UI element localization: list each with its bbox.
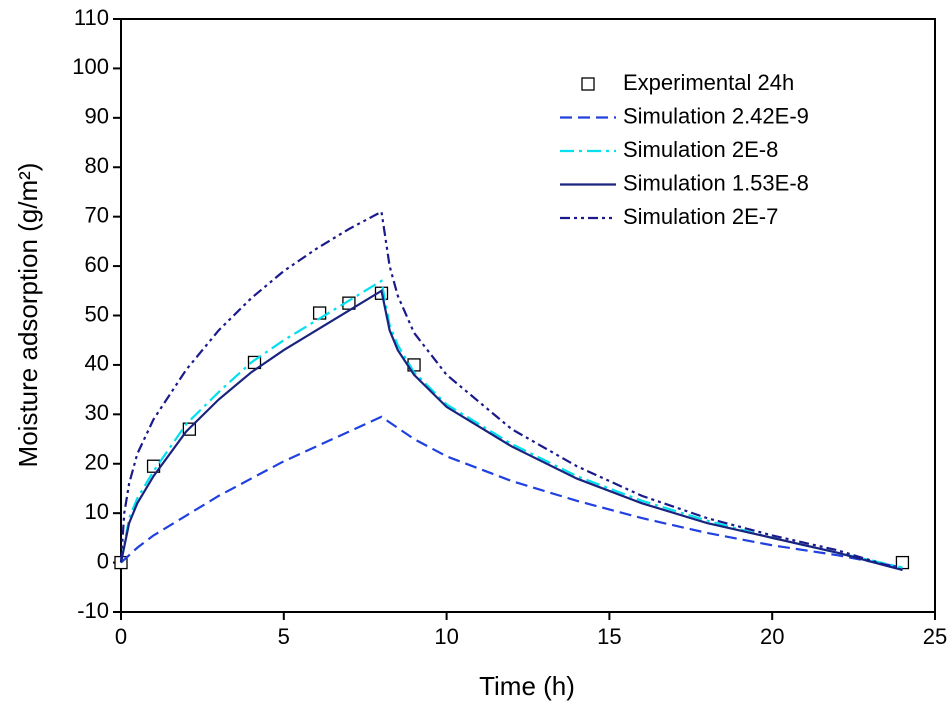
y-tick-label: -10 [77,598,109,623]
legend-label: Simulation 2E-8 [623,137,778,162]
x-tick-label: 5 [278,624,290,649]
x-tick-label: 20 [760,624,784,649]
x-tick-label: 25 [923,624,947,649]
legend-label: Simulation 2E-7 [623,204,778,229]
series-line [119,289,903,572]
y-tick-label: 0 [97,548,109,573]
y-tick-label: 30 [85,400,109,425]
y-tick-label: 20 [85,450,109,475]
y-tick-label: 110 [74,5,109,30]
y-tick-label: 100 [72,54,109,79]
series-line [119,279,903,569]
x-tick-label: 15 [597,624,621,649]
series-line [119,210,903,572]
series-line [120,415,903,569]
y-tick-label: 70 [85,202,109,227]
y-tick-label: 80 [85,153,109,178]
x-tick-label: 0 [115,624,127,649]
legend-label: Simulation 1.53E-8 [623,170,809,195]
y-tick-label: 40 [85,351,109,376]
plot-frame [120,18,936,613]
data-point [895,555,910,570]
x-tick-label: 10 [434,624,458,649]
y-tick-label: 60 [85,252,109,277]
y-axis-title: Moisture adsorption (g/m²) [13,163,43,468]
y-tick-label: 90 [85,104,109,129]
y-tick-label: 10 [85,499,109,524]
x-axis-title: Time (h) [479,671,575,701]
y-tick-label: 50 [85,301,109,326]
legend-marker [581,77,595,91]
legend-label: Simulation 2.42E-9 [623,103,809,128]
legend-label: Experimental 24h [623,70,794,95]
